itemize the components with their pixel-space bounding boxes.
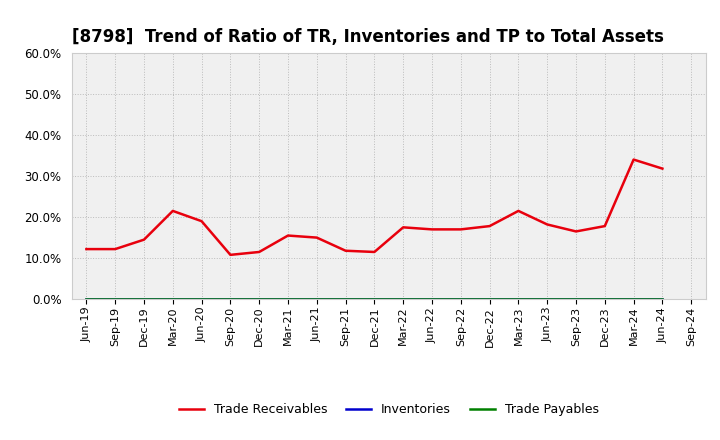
- Trade Receivables: [284, 233, 292, 238]
- Trade Payables: [658, 297, 667, 302]
- Trade Payables: [140, 297, 148, 302]
- Trade Receivables: [370, 249, 379, 255]
- Trade Receivables: [514, 208, 523, 213]
- Trade Payables: [197, 297, 206, 302]
- Inventories: [629, 297, 638, 302]
- Trade Payables: [629, 297, 638, 302]
- Inventories: [456, 297, 465, 302]
- Trade Receivables: [658, 166, 667, 171]
- Trade Payables: [111, 297, 120, 302]
- Inventories: [399, 297, 408, 302]
- Trade Receivables: [82, 246, 91, 252]
- Trade Payables: [399, 297, 408, 302]
- Inventories: [543, 297, 552, 302]
- Trade Payables: [572, 297, 580, 302]
- Inventories: [658, 297, 667, 302]
- Trade Receivables: [255, 249, 264, 255]
- Trade Payables: [370, 297, 379, 302]
- Trade Payables: [284, 297, 292, 302]
- Trade Receivables: [399, 225, 408, 230]
- Trade Receivables: [341, 248, 350, 253]
- Trade Receivables: [456, 227, 465, 232]
- Inventories: [140, 297, 148, 302]
- Trade Payables: [485, 297, 494, 302]
- Text: [8798]  Trend of Ratio of TR, Inventories and TP to Total Assets: [8798] Trend of Ratio of TR, Inventories…: [72, 28, 664, 46]
- Inventories: [600, 297, 609, 302]
- Trade Payables: [428, 297, 436, 302]
- Inventories: [370, 297, 379, 302]
- Trade Payables: [600, 297, 609, 302]
- Trade Receivables: [226, 252, 235, 257]
- Inventories: [572, 297, 580, 302]
- Trade Payables: [226, 297, 235, 302]
- Trade Receivables: [140, 237, 148, 242]
- Trade Payables: [341, 297, 350, 302]
- Inventories: [197, 297, 206, 302]
- Legend: Trade Receivables, Inventories, Trade Payables: Trade Receivables, Inventories, Trade Pa…: [174, 398, 604, 421]
- Trade Payables: [82, 297, 91, 302]
- Trade Receivables: [312, 235, 321, 240]
- Line: Trade Receivables: Trade Receivables: [86, 160, 662, 255]
- Inventories: [341, 297, 350, 302]
- Trade Payables: [168, 297, 177, 302]
- Inventories: [226, 297, 235, 302]
- Inventories: [168, 297, 177, 302]
- Inventories: [82, 297, 91, 302]
- Inventories: [111, 297, 120, 302]
- Trade Receivables: [485, 224, 494, 229]
- Trade Payables: [312, 297, 321, 302]
- Inventories: [485, 297, 494, 302]
- Trade Payables: [456, 297, 465, 302]
- Inventories: [514, 297, 523, 302]
- Trade Receivables: [629, 157, 638, 162]
- Inventories: [312, 297, 321, 302]
- Trade Receivables: [168, 208, 177, 213]
- Trade Receivables: [197, 219, 206, 224]
- Inventories: [284, 297, 292, 302]
- Inventories: [428, 297, 436, 302]
- Trade Payables: [543, 297, 552, 302]
- Trade Receivables: [572, 229, 580, 234]
- Trade Receivables: [543, 222, 552, 227]
- Trade Receivables: [428, 227, 436, 232]
- Trade Receivables: [111, 246, 120, 252]
- Trade Payables: [255, 297, 264, 302]
- Trade Payables: [514, 297, 523, 302]
- Trade Receivables: [600, 224, 609, 229]
- Inventories: [255, 297, 264, 302]
